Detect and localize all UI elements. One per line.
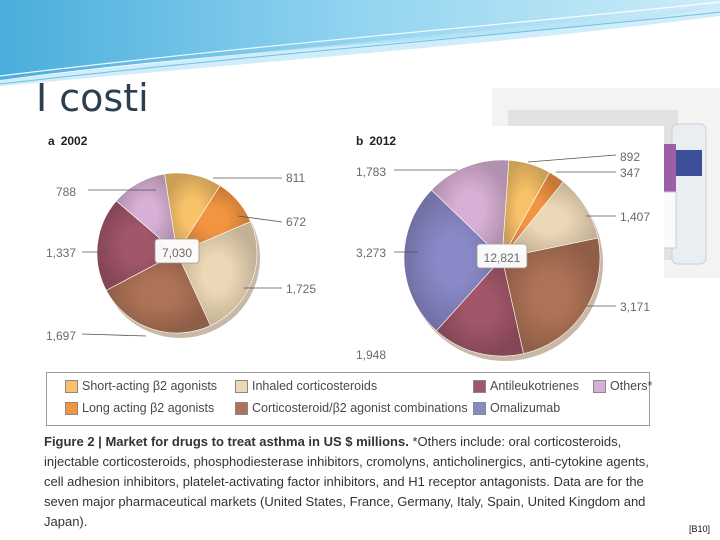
- slice-value-label: 1,407: [620, 210, 650, 224]
- pie-total-box: [154, 238, 200, 264]
- pie-total-box: [476, 243, 528, 269]
- legend-swatch: [473, 401, 486, 415]
- legend-swatch: [65, 379, 78, 393]
- slice-value-label: 672: [286, 215, 306, 229]
- chart-legend: Short-acting β2 agonists Inhaled corticos…: [46, 372, 652, 426]
- slice-value-label: 892: [620, 150, 640, 164]
- slice-value-label: 1,337: [46, 246, 76, 260]
- pie-value-labels: 811 672 1,725 1,697 1,337 788 892 347 1,407 3,171…: [46, 150, 650, 362]
- reference-tag: [B10]: [688, 524, 710, 534]
- slide-title: I costi: [36, 76, 149, 120]
- slice-value-label: 3,273: [356, 246, 386, 260]
- pie-slice-2002-3: [105, 252, 211, 334]
- figure-panel: a 2002 b 2012 7,030 12,821 811 672 1,725 1,69…: [38, 126, 664, 529]
- slice-value-label: 3,171: [620, 300, 650, 314]
- slice-value-label: 347: [620, 166, 640, 180]
- caption-prefix: Figure 2 |: [44, 434, 106, 449]
- leader-line: [527, 154, 617, 163]
- decorative-header-swoosh: [0, 0, 720, 86]
- pie-slice-2012-6: [431, 159, 510, 259]
- legend-label: Omalizumab: [490, 401, 561, 415]
- panel-a-heading: a 2002: [48, 134, 88, 148]
- legend-item: Inhaled corticosteroids: [235, 379, 377, 393]
- legend-swatch: [593, 379, 606, 393]
- slice-value-label: 1,725: [286, 282, 316, 296]
- legend-label: Long acting β2 agonists: [82, 401, 215, 415]
- pie-total-value: 12,821: [484, 251, 521, 265]
- pie-total-value: 7,030: [162, 246, 192, 260]
- slice-value-label: 1,783: [356, 165, 386, 179]
- figure-caption: Figure 2 | Market for drugs to treat ast…: [44, 432, 662, 532]
- pie-slice-2002-5: [115, 173, 178, 254]
- pie-slice-2002-4: [96, 200, 178, 291]
- pie-slice-2012-5: [403, 189, 503, 332]
- legend-item: Others*: [593, 379, 652, 393]
- legend-label: Inhaled corticosteroids: [252, 379, 378, 393]
- legend-swatch: [473, 379, 486, 393]
- legend-item: Corticosteroid/β2 agonist combinations: [235, 401, 468, 415]
- pie-slice-2012-2: [501, 181, 599, 259]
- slice-value-label: 1,697: [46, 329, 76, 343]
- slice-value-label: 811: [286, 171, 305, 185]
- legend-item: Long acting β2 agonists: [65, 401, 214, 415]
- slice-value-label: 788: [56, 185, 76, 199]
- legend-label: Antileukotrienes: [490, 379, 579, 393]
- caption-text: *Others include: oral corticosteroids, i…: [44, 434, 649, 529]
- legend-item: Antileukotrienes: [473, 379, 579, 393]
- pie-chart-2002: 7,030: [96, 172, 260, 338]
- panel-b-heading: b 2012: [356, 134, 396, 148]
- caption-title: Market for drugs to treat asthma in US $…: [105, 434, 409, 449]
- slice-value-label: 1,948: [356, 348, 386, 362]
- pie-chart-2012: 12,821: [403, 159, 603, 361]
- leader-line: [237, 215, 283, 223]
- legend-label: Others*: [610, 379, 653, 393]
- legend-swatch: [65, 401, 78, 415]
- legend-label: Short-acting β2 agonists: [82, 379, 218, 393]
- legend-swatch: [235, 379, 248, 393]
- legend-item: Short-acting β2 agonists: [65, 379, 217, 393]
- pie-charts: a 2002 b 2012 7,030 12,821 811 672 1,725 1,69…: [46, 134, 650, 362]
- legend-label: Corticosteroid/β2 agonist combinations: [252, 401, 468, 415]
- legend-item: Omalizumab: [473, 401, 560, 415]
- leader-line: [81, 333, 147, 337]
- pie-slice-2012-4: [435, 257, 524, 357]
- legend-swatch: [235, 401, 248, 415]
